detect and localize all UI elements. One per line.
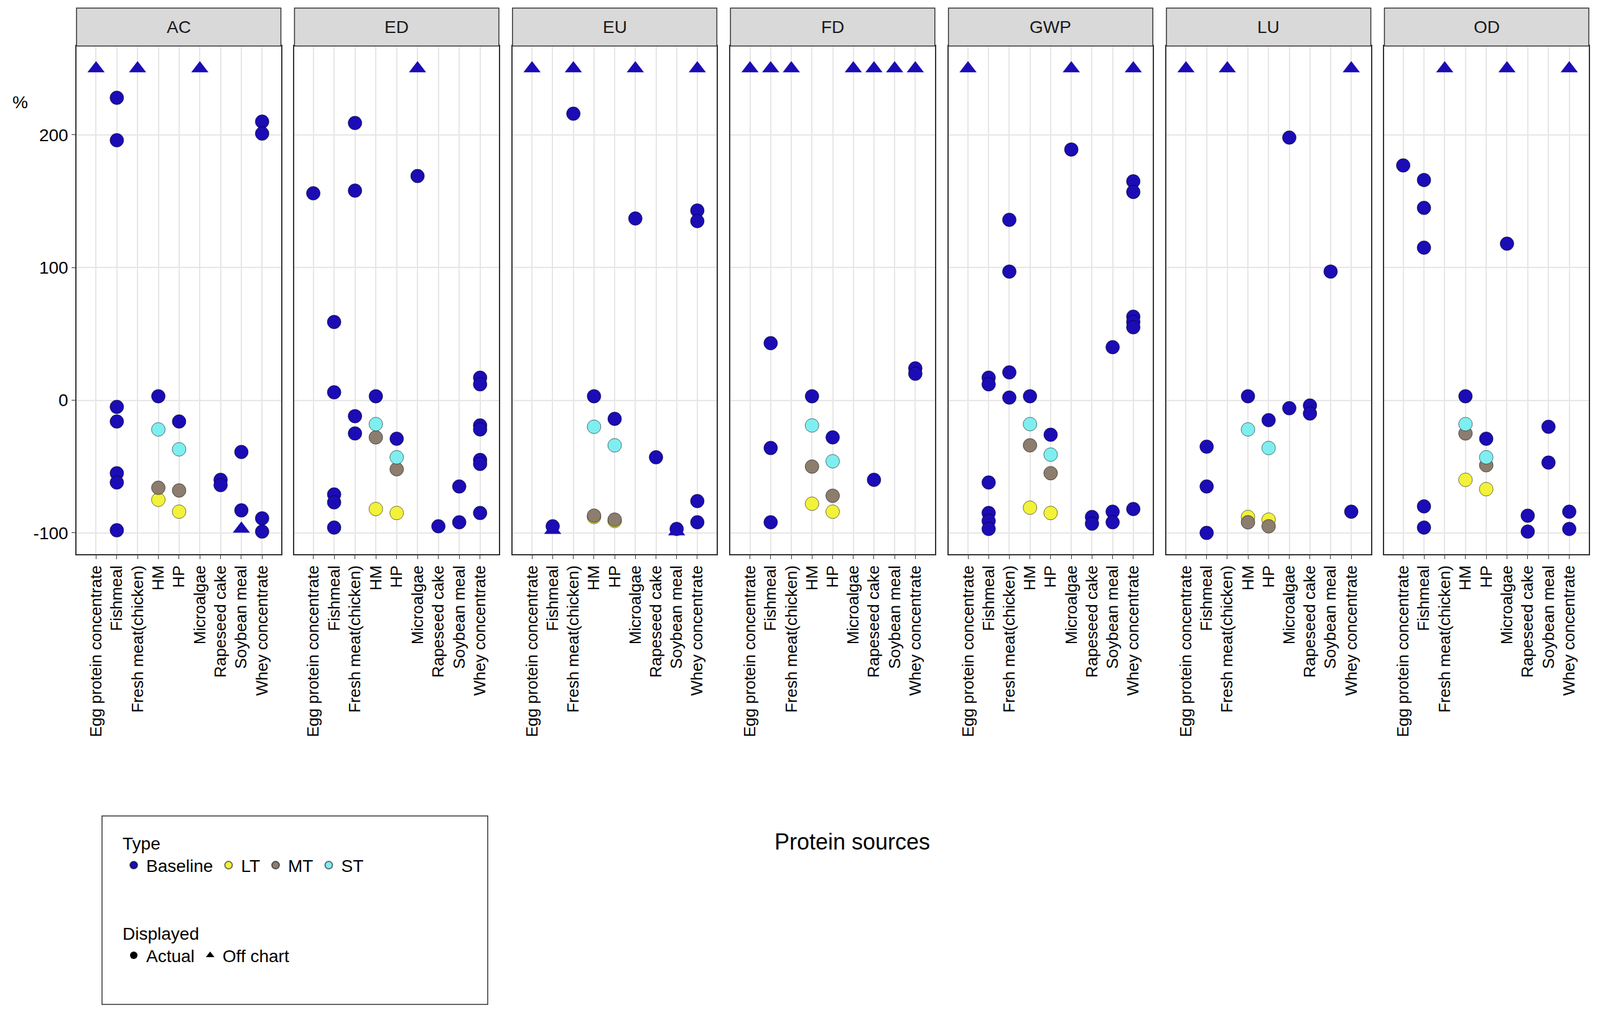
svg-text:Whey concentrate: Whey concentrate [687,565,707,697]
svg-text:HP: HP [386,565,406,588]
svg-text:HM: HM [1020,565,1039,591]
svg-text:Egg protein concentrate: Egg protein concentrate [1393,565,1413,738]
svg-text:Fresh meat(chicken): Fresh meat(chicken) [128,565,147,713]
svg-text:HM: HM [1455,565,1475,591]
svg-text:Whey concentrate: Whey concentrate [1559,565,1579,697]
svg-text:Rapeseed cake: Rapeseed cake [646,565,666,679]
svg-text:Baseline: Baseline [146,856,213,876]
svg-text:Whey concentrate: Whey concentrate [905,565,925,697]
svg-text:Egg protein concentrate: Egg protein concentrate [522,565,542,738]
svg-text:Microalgae: Microalgae [1497,565,1517,645]
svg-text:Egg protein concentrate: Egg protein concentrate [1176,565,1196,738]
svg-text:Soybean meal: Soybean meal [1102,565,1122,669]
svg-text:EU: EU [602,17,628,37]
svg-text:Whey concentrate: Whey concentrate [252,565,272,697]
svg-text:OD: OD [1473,17,1500,37]
svg-text:100: 100 [39,258,69,278]
svg-text:Rapeseed cake: Rapeseed cake [864,565,883,679]
svg-text:Fishmeal: Fishmeal [106,565,126,631]
svg-text:HP: HP [605,565,624,588]
svg-text:Fresh meat(chicken): Fresh meat(chicken) [345,565,364,713]
svg-text:Egg protein concentrate: Egg protein concentrate [740,565,759,738]
svg-text:HP: HP [1040,565,1060,588]
svg-text:Actual: Actual [146,946,195,967]
svg-text:Whey concentrate: Whey concentrate [1123,565,1143,697]
svg-text:-100: -100 [33,523,69,544]
svg-text:HM: HM [148,565,168,591]
svg-text:ED: ED [384,17,409,37]
svg-text:Rapeseed cake: Rapeseed cake [210,565,230,679]
svg-text:HM: HM [802,565,822,591]
svg-text:MT: MT [288,856,313,876]
svg-text:200: 200 [39,125,69,145]
svg-text:Microalgae: Microalgae [190,565,210,645]
svg-text:Soybean meal: Soybean meal [231,565,251,669]
svg-text:Type: Type [122,834,161,854]
svg-text:Protein sources: Protein sources [774,829,931,855]
svg-text:Fresh meat(chicken): Fresh meat(chicken) [781,565,801,713]
svg-text:Soybean meal: Soybean meal [885,565,904,669]
svg-text:Fishmeal: Fishmeal [1196,565,1216,631]
svg-text:HM: HM [366,565,386,591]
svg-text:Whey concentrate: Whey concentrate [1341,565,1361,697]
svg-text:Egg protein concentrate: Egg protein concentrate [303,565,323,738]
svg-text:Fresh meat(chicken): Fresh meat(chicken) [1217,565,1237,713]
svg-text:AC: AC [166,17,191,37]
svg-text:Microalgae: Microalgae [625,565,645,645]
svg-text:Whey concentrate: Whey concentrate [470,565,489,697]
svg-text:0: 0 [58,390,69,410]
svg-text:Rapeseed cake: Rapeseed cake [428,565,448,679]
svg-text:%: % [12,92,28,112]
svg-text:Soybean meal: Soybean meal [1539,565,1558,669]
svg-text:ST: ST [340,856,364,876]
svg-text:Fresh meat(chicken): Fresh meat(chicken) [1435,565,1454,713]
svg-text:Egg protein concentrate: Egg protein concentrate [958,565,978,738]
svg-text:HP: HP [1476,565,1496,588]
svg-text:Soybean meal: Soybean meal [1320,565,1340,669]
svg-text:Rapeseed cake: Rapeseed cake [1517,565,1537,679]
svg-text:Fresh meat(chicken): Fresh meat(chicken) [999,565,1019,713]
svg-text:Microalgae: Microalgae [843,565,863,645]
svg-text:Fishmeal: Fishmeal [324,565,344,631]
svg-text:HP: HP [1259,565,1278,588]
svg-text:HM: HM [1238,565,1258,591]
svg-text:Microalgae: Microalgae [408,565,427,645]
svg-text:Fishmeal: Fishmeal [760,565,780,631]
svg-text:Fresh meat(chicken): Fresh meat(chicken) [563,565,583,713]
svg-text:Soybean meal: Soybean meal [666,565,686,669]
svg-text:Fishmeal: Fishmeal [543,565,562,631]
svg-text:HP: HP [823,565,842,588]
svg-text:Displayed: Displayed [122,924,200,944]
svg-text:Fishmeal: Fishmeal [1413,565,1433,631]
svg-text:Rapeseed cake: Rapeseed cake [1300,565,1319,679]
svg-text:Microalgae: Microalgae [1279,565,1299,645]
svg-text:Soybean meal: Soybean meal [449,565,469,669]
svg-text:FD: FD [821,17,845,37]
svg-text:Fishmeal: Fishmeal [979,565,998,631]
svg-text:HM: HM [584,565,603,591]
svg-text:Rapeseed cake: Rapeseed cake [1082,565,1102,679]
svg-text:Egg protein concentrate: Egg protein concentrate [86,565,106,738]
svg-text:HP: HP [169,565,188,588]
svg-text:Off chart: Off chart [222,946,290,967]
svg-text:Microalgae: Microalgae [1061,565,1081,645]
svg-text:GWP: GWP [1029,17,1072,37]
svg-text:LT: LT [240,856,261,876]
svg-text:LU: LU [1257,17,1280,37]
